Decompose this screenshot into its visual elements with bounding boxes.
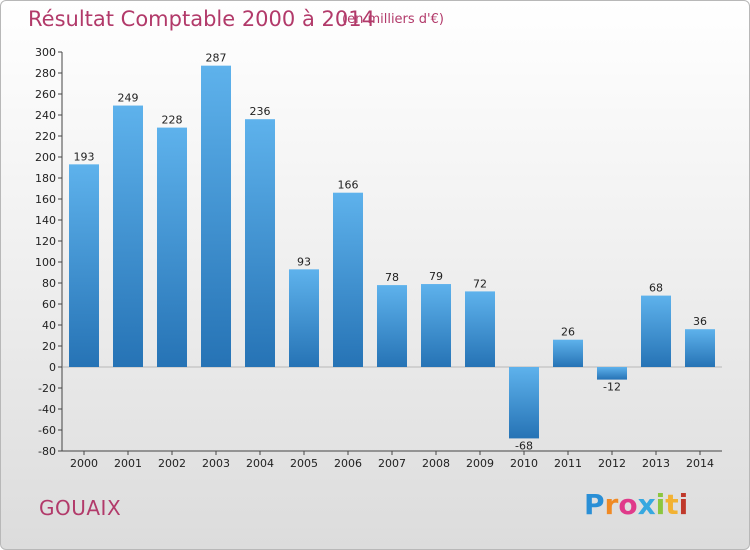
bar-value-label: -12 [603, 381, 621, 394]
bar[interactable] [289, 269, 319, 367]
chart-title: Résultat Comptable 2000 à 2014 [28, 7, 375, 31]
chart-subtitle: (en milliers d'€) [342, 12, 444, 27]
x-tick-label: 2009 [466, 457, 494, 470]
bar[interactable] [597, 367, 627, 380]
x-tick-label: 2005 [290, 457, 318, 470]
bar[interactable] [157, 127, 187, 367]
x-tick-label: 2000 [70, 457, 98, 470]
bar-value-label: 68 [649, 282, 663, 295]
bar-value-label: 193 [74, 150, 95, 163]
y-tick-label: 300 [35, 46, 56, 59]
y-tick-label: -20 [38, 382, 56, 395]
x-axis: 2000 2001 2002 2003 2004 2005 2006 2007 2008 2009… [62, 366, 722, 470]
bar[interactable] [377, 285, 407, 367]
y-axis: -80 -60 -40 -20 0 20 40 60 80 100 120 140 160 180 200 2… [35, 46, 63, 458]
town-name: GOUAIX [39, 496, 122, 520]
x-tick-label: 2013 [642, 457, 670, 470]
logo-letter: r [604, 488, 619, 521]
bars [69, 65, 715, 439]
y-tick-label: 0 [49, 361, 56, 374]
bar[interactable] [245, 119, 275, 367]
y-tick-label: 100 [35, 256, 56, 269]
y-tick-label: 260 [35, 88, 56, 101]
y-tick-label: 280 [35, 67, 56, 80]
y-tick-label: 140 [35, 214, 56, 227]
y-tick-label: 240 [35, 109, 56, 122]
x-tick-label: 2011 [554, 457, 582, 470]
logo-letter: x [637, 488, 656, 521]
bar-value-label: 249 [118, 92, 139, 105]
logo-letter: i [678, 488, 689, 521]
bar-value-label: 79 [429, 270, 443, 283]
bar[interactable] [201, 65, 231, 368]
bar-value-label: 26 [561, 326, 575, 339]
bar-value-label: 72 [473, 277, 487, 290]
y-tick-label: 220 [35, 130, 56, 143]
y-tick-label: -60 [38, 424, 56, 437]
bar-value-label: -68 [515, 439, 533, 452]
bar[interactable] [421, 284, 451, 367]
bar[interactable] [69, 164, 99, 367]
y-tick-label: 40 [42, 319, 56, 332]
bar-value-label: 166 [338, 179, 359, 192]
y-tick-label: 60 [42, 298, 56, 311]
x-tick-label: 2012 [598, 457, 626, 470]
y-tick-label: -40 [38, 403, 56, 416]
bar-labels: 193 249 228 287 236 93 166 78 79 72 -68 26 -12 68 36 [74, 52, 708, 453]
logo-letter: o [618, 488, 638, 521]
y-tick-label: -80 [38, 445, 56, 458]
y-tick-label: 180 [35, 172, 56, 185]
bar[interactable] [685, 329, 715, 367]
bar[interactable] [553, 339, 583, 367]
logo-letter: P [584, 488, 605, 521]
y-tick-label: 80 [42, 277, 56, 290]
x-tick-label: 2014 [686, 457, 714, 470]
bar-value-label: 93 [297, 255, 311, 268]
x-tick-label: 2010 [510, 457, 538, 470]
bar[interactable] [509, 367, 539, 439]
bar-value-label: 78 [385, 271, 399, 284]
y-tick-label: 200 [35, 151, 56, 164]
logo-letter: t [665, 488, 679, 521]
bar-value-label: 287 [206, 52, 227, 65]
x-tick-label: 2001 [114, 457, 142, 470]
bar-value-label: 228 [162, 114, 183, 127]
bar[interactable] [465, 291, 495, 367]
y-tick-label: 160 [35, 193, 56, 206]
proxiti-logo[interactable]: Proxiti [584, 488, 688, 521]
x-tick-label: 2004 [246, 457, 274, 470]
x-tick-label: 2002 [158, 457, 186, 470]
bar-value-label: 236 [250, 105, 271, 118]
logo-letter: i [655, 488, 666, 521]
y-tick-label: 20 [42, 340, 56, 353]
x-tick-label: 2007 [378, 457, 406, 470]
x-tick-label: 2008 [422, 457, 450, 470]
bar[interactable] [333, 192, 363, 367]
x-tick-label: 2003 [202, 457, 230, 470]
bar[interactable] [113, 105, 143, 368]
y-tick-label: 120 [35, 235, 56, 248]
bar[interactable] [641, 295, 671, 367]
bar-value-label: 36 [693, 315, 707, 328]
x-tick-label: 2006 [334, 457, 362, 470]
